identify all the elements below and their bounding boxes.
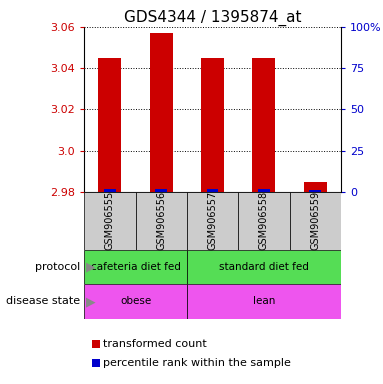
Bar [84,192,136,250]
Bar [104,189,116,192]
Text: obese: obese [120,296,151,306]
Bar [84,284,187,319]
Text: disease state: disease state [6,296,80,306]
Bar [304,182,327,192]
Text: standard diet fed: standard diet fed [219,262,309,272]
Text: cafeteria diet fed: cafeteria diet fed [91,262,180,272]
Bar [187,284,341,319]
Bar [187,250,341,284]
Bar [258,189,270,192]
Text: GSM906556: GSM906556 [156,191,166,250]
Bar [98,58,121,192]
Text: GSM906555: GSM906555 [105,191,115,250]
Bar [290,192,341,250]
Text: GSM906558: GSM906558 [259,191,269,250]
Bar [136,192,187,250]
Title: GDS4344 / 1395874_at: GDS4344 / 1395874_at [124,9,301,25]
Bar [238,192,290,250]
Text: GSM906557: GSM906557 [208,191,218,250]
Text: transformed count: transformed count [103,339,207,349]
Bar [84,250,187,284]
Bar [150,33,173,192]
Bar [309,190,321,192]
Text: protocol: protocol [35,262,80,272]
Text: percentile rank within the sample: percentile rank within the sample [103,358,291,368]
Bar [187,192,238,250]
Text: ▶: ▶ [86,260,96,273]
Text: GSM906559: GSM906559 [310,191,320,250]
Bar [207,189,218,192]
Bar [252,58,275,192]
Text: ▶: ▶ [86,295,96,308]
Bar [155,189,167,192]
Text: lean: lean [253,296,275,306]
Bar [201,58,224,192]
